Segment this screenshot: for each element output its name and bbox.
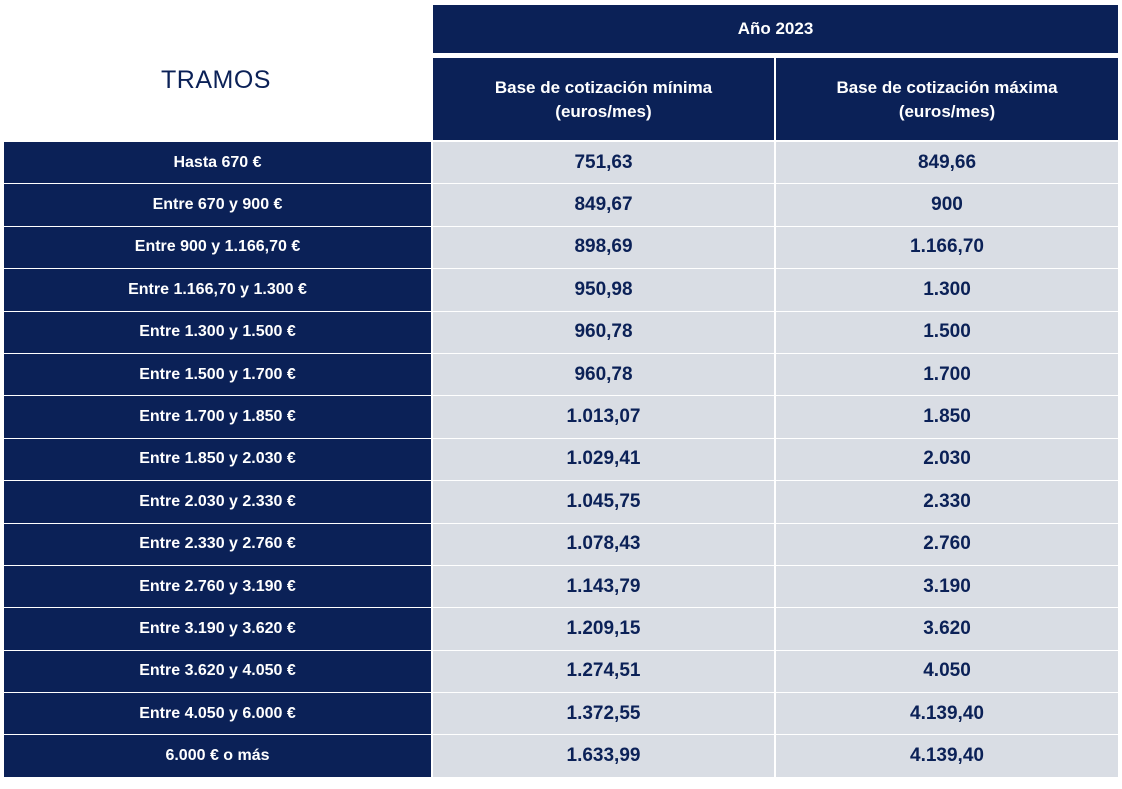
tramo-label: Entre 2.030 y 2.330 €	[4, 481, 433, 523]
max-base-header-line2: (euros/mes)	[898, 102, 996, 121]
table-row: Entre 1.700 y 1.850 €1.013,07 1.850	[4, 396, 1118, 439]
max-base-header: Base de cotización máxima (euros/mes)	[776, 58, 1118, 140]
tramo-label: Entre 1.500 y 1.700 €	[4, 353, 433, 396]
max-base-value: 1.700	[776, 353, 1118, 396]
tramo-label: Entre 1.300 y 1.500 €	[4, 311, 433, 353]
min-base-value: 1.078,43	[433, 523, 776, 565]
min-base-value: 1.013,07	[433, 396, 776, 438]
min-base-value: 1.209,15	[433, 608, 776, 650]
tramo-label: Hasta 670 €	[4, 142, 433, 184]
tramo-label: Entre 4.050 y 6.000 €	[4, 693, 433, 735]
min-base-value: 960,78	[433, 311, 776, 353]
max-base-value: 2.330	[776, 481, 1118, 523]
max-base-value: 1.166,70	[776, 226, 1118, 269]
max-base-value: 849,66	[776, 142, 1118, 184]
table-row: Entre 3.620 y 4.050 €1.274,51 4.050	[4, 650, 1118, 694]
table-body: Hasta 670 €751,63 849,66 Entre 670 y 900 €…	[4, 142, 1118, 778]
min-base-value: 1.029,41	[433, 438, 776, 481]
table-row: Entre 2.330 y 2.760 €1.078,43 2.760	[4, 523, 1118, 566]
min-base-value: 1.274,51	[433, 650, 776, 693]
min-base-value: 751,63	[433, 142, 776, 184]
tramo-label: Entre 3.190 y 3.620 €	[4, 608, 433, 650]
table-row: Entre 2.030 y 2.330 €1.045,75 2.330	[4, 481, 1118, 524]
max-base-value: 1.500	[776, 311, 1118, 353]
table-row: 6.000 € o más 1.633,99 4.139,40	[4, 735, 1118, 778]
table-row: Entre 3.190 y 3.620 €1.209,15 3.620	[4, 608, 1118, 651]
tramo-label: 6.000 € o más	[4, 735, 433, 777]
table-row: Entre 900 y 1.166,70 €898,69 1.166,70	[4, 226, 1118, 270]
max-base-value: 4.050	[776, 650, 1118, 693]
tramo-label: Entre 1.700 y 1.850 €	[4, 396, 433, 438]
min-base-value: 960,78	[433, 353, 776, 396]
tramo-label: Entre 2.330 y 2.760 €	[4, 523, 433, 565]
max-base-value: 3.190	[776, 565, 1118, 608]
tramo-label: Entre 1.850 y 2.030 €	[4, 438, 433, 481]
max-base-value: 2.030	[776, 438, 1118, 481]
max-base-value: 900	[776, 184, 1118, 226]
min-base-header-line2: (euros/mes)	[555, 102, 652, 121]
max-base-value: 4.139,40	[776, 693, 1118, 735]
table-row: Entre 4.050 y 6.000 €1.372,55 4.139,40	[4, 693, 1118, 736]
min-base-value: 950,98	[433, 269, 776, 311]
table-row: Hasta 670 €751,63 849,66	[4, 142, 1118, 185]
min-base-value: 1.633,99	[433, 735, 776, 777]
min-base-value: 849,67	[433, 184, 776, 226]
max-base-value: 1.300	[776, 269, 1118, 311]
min-base-value: 898,69	[433, 226, 776, 269]
min-base-value: 1.372,55	[433, 693, 776, 735]
min-base-header-line1: Base de cotización mínima	[494, 78, 713, 97]
tramo-label: Entre 2.760 y 3.190 €	[4, 565, 433, 608]
tramos-title: TRAMOS	[161, 65, 271, 94]
table-row: Entre 670 y 900 €849,67 900	[4, 184, 1118, 227]
table-row: Entre 1.300 y 1.500 €960,78 1.500	[4, 311, 1118, 354]
tramo-label: Entre 1.166,70 y 1.300 €	[4, 269, 433, 311]
table-row: Entre 2.760 y 3.190 €1.143,79 3.190	[4, 565, 1118, 609]
min-base-header: Base de cotización mínima (euros/mes)	[433, 58, 774, 140]
tramo-label: Entre 3.620 y 4.050 €	[4, 650, 433, 693]
min-base-value: 1.045,75	[433, 481, 776, 523]
max-base-value: 1.850	[776, 396, 1118, 438]
table-row: Entre 1.166,70 y 1.300 €950,98 1.300	[4, 269, 1118, 312]
table-row: Entre 1.850 y 2.030 €1.029,41 2.030	[4, 438, 1118, 482]
year-header: Año 2023	[433, 5, 1118, 53]
min-base-value: 1.143,79	[433, 565, 776, 608]
max-base-value: 4.139,40	[776, 735, 1118, 777]
table-row: Entre 1.500 y 1.700 €960,78 1.700	[4, 353, 1118, 397]
tramo-label: Entre 900 y 1.166,70 €	[4, 226, 433, 269]
max-base-value: 3.620	[776, 608, 1118, 650]
max-base-header-line1: Base de cotización máxima	[836, 78, 1058, 97]
tramo-label: Entre 670 y 900 €	[4, 184, 433, 226]
max-base-value: 2.760	[776, 523, 1118, 565]
